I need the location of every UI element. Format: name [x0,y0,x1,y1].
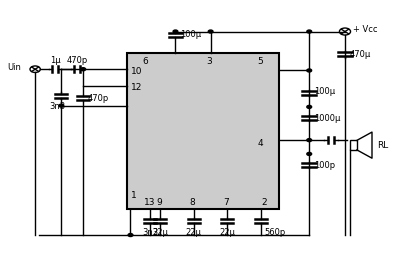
Text: + Vcc: + Vcc [353,25,378,34]
Circle shape [208,30,213,33]
Text: 100p: 100p [314,161,335,170]
Text: 4: 4 [258,139,263,148]
Text: 2: 2 [262,198,267,208]
Text: 10: 10 [130,67,142,76]
Text: 1: 1 [130,191,136,200]
Circle shape [307,69,312,72]
Text: 470p: 470p [66,56,88,65]
Bar [350,140,357,150]
Circle shape [81,68,86,71]
Text: 7: 7 [224,198,229,208]
Text: 470p: 470p [87,94,108,103]
Circle shape [307,30,312,33]
Text: RL: RL [378,141,389,150]
Circle shape [128,233,133,236]
Text: 5: 5 [258,57,263,66]
Text: 22μ: 22μ [152,228,168,237]
Text: 100μ: 100μ [314,87,335,96]
Circle shape [59,104,64,107]
Text: 22μ: 22μ [186,228,202,237]
Text: Uin: Uin [7,64,21,72]
Bar [126,53,280,209]
Text: 13: 13 [144,198,156,208]
Circle shape [173,30,178,33]
Circle shape [307,139,312,142]
Text: 22μ: 22μ [220,228,235,237]
Text: 560p: 560p [264,228,286,237]
Text: 1000μ: 1000μ [314,114,340,123]
Text: 9: 9 [156,198,162,208]
Text: 3n3: 3n3 [49,102,66,111]
Text: 100μ: 100μ [180,30,201,39]
Text: 1μ: 1μ [50,56,60,65]
Text: 3: 3 [207,57,212,66]
Circle shape [307,152,312,155]
Text: 3n3: 3n3 [142,228,158,237]
Text: 8: 8 [190,198,196,208]
Text: 12: 12 [130,83,142,92]
Text: 470μ: 470μ [350,50,371,59]
Circle shape [307,105,312,108]
Text: 6: 6 [142,57,148,66]
